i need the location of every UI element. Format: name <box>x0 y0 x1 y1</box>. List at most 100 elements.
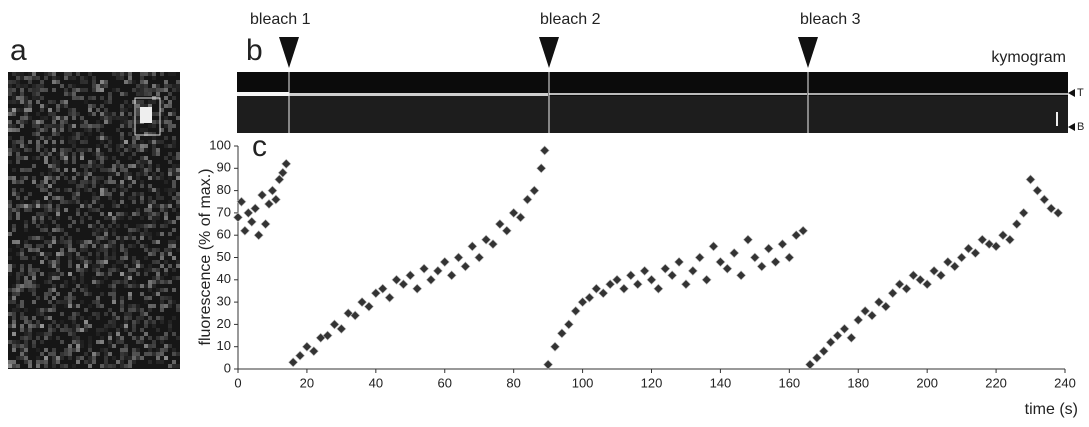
pixel <box>76 228 80 232</box>
pixel <box>40 96 44 100</box>
pixel <box>120 144 124 148</box>
pixel <box>100 328 104 332</box>
pixel <box>20 248 24 252</box>
pixel <box>160 348 164 352</box>
pixel <box>132 360 136 364</box>
data-point <box>749 252 760 263</box>
pixel <box>76 340 80 344</box>
y-tick-label: 80 <box>217 182 231 197</box>
pixel <box>32 292 36 296</box>
pixel <box>124 164 128 168</box>
pixel <box>108 144 112 148</box>
pixel <box>100 176 104 180</box>
pixel <box>124 324 128 328</box>
pixel <box>48 124 52 128</box>
pixel <box>100 112 104 116</box>
pixel <box>44 204 48 208</box>
data-point <box>942 257 953 267</box>
pixel <box>120 356 124 360</box>
pixel <box>60 120 64 124</box>
pixel <box>132 100 136 104</box>
pixel <box>36 148 40 152</box>
pixel <box>104 168 108 172</box>
pixel <box>60 172 64 176</box>
pixel <box>20 344 24 348</box>
pixel <box>52 100 56 104</box>
pixel <box>76 112 80 116</box>
pixel <box>36 348 40 352</box>
pixel <box>172 124 176 128</box>
pixel <box>80 216 84 220</box>
pixel <box>12 112 16 116</box>
pixel <box>20 352 24 356</box>
pixel <box>80 260 84 264</box>
pixel <box>84 80 88 84</box>
pixel <box>100 188 104 192</box>
pixel <box>140 316 144 320</box>
pixel <box>144 224 148 228</box>
pixel <box>52 128 56 132</box>
pixel <box>8 176 12 180</box>
pixel <box>168 364 172 368</box>
pixel <box>24 76 28 80</box>
pixel <box>88 112 92 116</box>
data-point <box>481 234 492 245</box>
pixel <box>84 288 88 292</box>
pixel <box>52 272 56 276</box>
pixel <box>168 220 172 224</box>
pixel <box>100 96 104 100</box>
data-point <box>736 270 747 281</box>
pixel <box>88 148 92 152</box>
pixel <box>160 360 164 364</box>
pixel <box>164 144 168 148</box>
pixel <box>136 100 140 104</box>
pixel <box>96 284 100 288</box>
pixel <box>32 164 36 168</box>
pixel <box>176 152 180 156</box>
pixel <box>120 280 124 284</box>
pixel <box>60 128 64 132</box>
pixel <box>84 76 88 80</box>
pixel <box>152 88 156 92</box>
pixel <box>28 268 32 272</box>
pixel <box>28 328 32 332</box>
pixel <box>148 308 152 312</box>
pixel <box>116 88 120 92</box>
pixel <box>164 220 168 224</box>
data-point <box>543 359 554 370</box>
data-point <box>570 306 581 316</box>
pixel <box>156 196 160 200</box>
pixel <box>32 156 36 160</box>
kymogram-label: kymogram <box>991 49 1066 66</box>
pixel <box>80 256 84 260</box>
pixel <box>8 324 12 328</box>
pixel <box>160 176 164 180</box>
pixel <box>68 264 72 268</box>
pixel <box>156 292 160 296</box>
pixel <box>108 256 112 260</box>
pixel <box>160 288 164 292</box>
pixel <box>52 228 56 232</box>
pixel <box>24 256 28 260</box>
data-point <box>336 323 347 334</box>
pixel <box>16 304 20 308</box>
pixel <box>52 304 56 308</box>
pixel <box>24 244 28 248</box>
pixel <box>56 124 60 128</box>
pixel <box>104 216 108 220</box>
pixel <box>140 328 144 332</box>
pixel <box>176 216 180 220</box>
pixel <box>172 96 176 100</box>
pixel <box>80 240 84 244</box>
pixel <box>12 360 16 364</box>
pixel <box>12 108 16 112</box>
data-point <box>322 330 333 341</box>
pixel <box>128 124 132 128</box>
pixel <box>36 284 40 288</box>
pixel <box>124 328 128 332</box>
pixel <box>68 216 72 220</box>
pixel <box>148 72 152 76</box>
pixel <box>84 256 88 260</box>
pixel <box>132 200 136 204</box>
pixel <box>168 120 172 124</box>
